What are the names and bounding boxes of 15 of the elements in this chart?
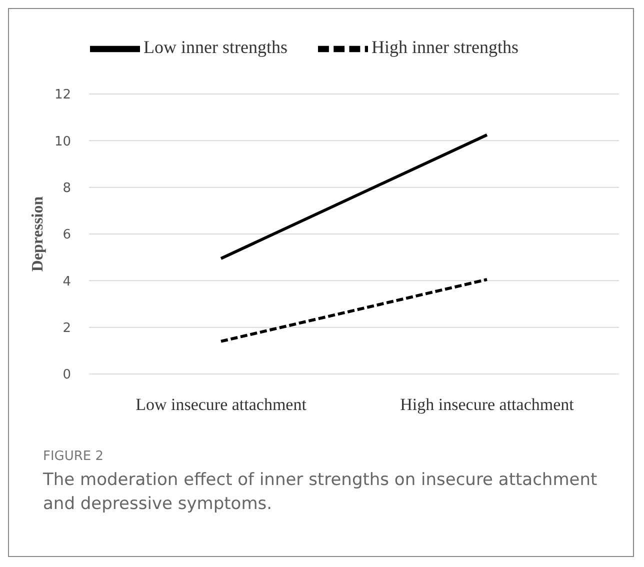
y-axis-title: Depression [30,196,47,272]
y-tick-label: 4 [62,274,71,290]
x-tick-label: High insecure attachment [400,395,574,414]
text: The moderation effect of inner strengths on insecure attachment and depressive symptoms. [43,469,598,516]
y-tick-label: 6 [62,228,71,243]
figure-frame: Low inner strengths High inner strengths Low insecure attachment High insecure attachment 0 2 4 6 8 10 12 Depression FIGURE 2 The moderation effect of inner strengths on insecure attachment and depressive symptoms. [8,8,634,557]
x-tick-label: Low insecure attachment [136,395,307,414]
y-tick-label: 10 [54,134,71,150]
y-tick-label: 2 [62,320,71,336]
legend-label: High inner strengths [372,37,518,58]
legend-label: Low inner strengths [144,37,288,58]
y-tick-label: 0 [62,368,71,383]
y-tick-label: 12 [54,88,71,103]
caption: FIGURE 2 [43,449,105,464]
y-tick-label: 8 [62,180,71,196]
